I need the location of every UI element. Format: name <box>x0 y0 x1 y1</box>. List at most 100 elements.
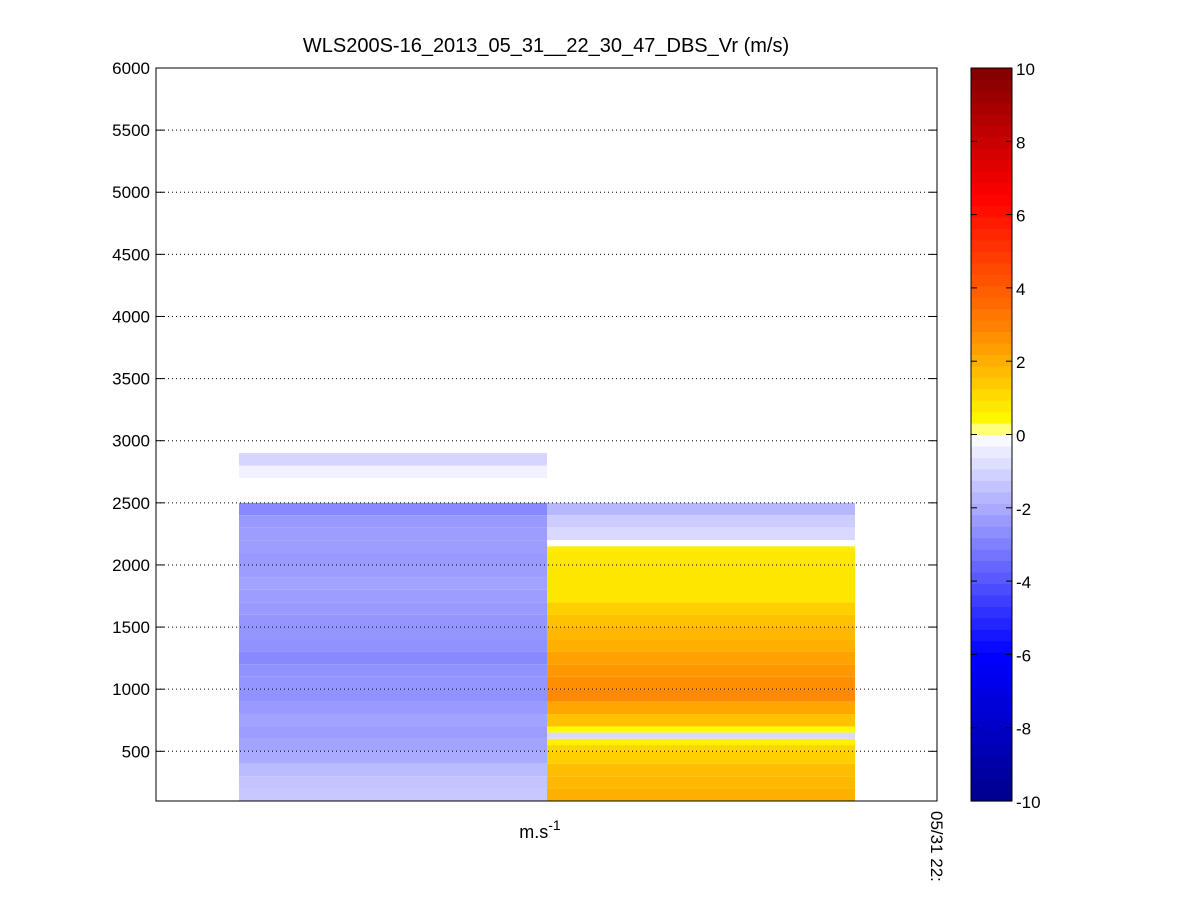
colorbar-swatch <box>971 342 1012 355</box>
heatmap-cell <box>239 689 547 702</box>
colorbar-swatch <box>971 377 1012 390</box>
y-tick-label: 1000 <box>112 680 150 699</box>
colorbar-swatch <box>971 526 1012 539</box>
heatmap-cell <box>239 726 547 739</box>
colorbar-swatch <box>971 468 1012 481</box>
colorbar-swatch <box>971 755 1012 768</box>
colorbar-swatch <box>971 308 1012 321</box>
colorbar-swatch <box>971 629 1012 642</box>
heatmap-cell <box>239 751 547 764</box>
colorbar-swatch <box>971 400 1012 413</box>
colorbar-tick-label: -8 <box>1016 720 1031 739</box>
heatmap-cell <box>547 689 855 702</box>
colorbar-swatch <box>971 79 1012 92</box>
colorbar-swatch <box>971 365 1012 378</box>
colorbar-swatch <box>971 617 1012 630</box>
heatmap-cell <box>239 577 547 590</box>
colorbar-swatch <box>971 560 1012 573</box>
heatmap-cell <box>239 515 547 528</box>
heatmap-cell <box>547 745 855 752</box>
heatmap-cell <box>547 527 855 541</box>
colorbar-swatch <box>971 663 1012 676</box>
colorbar-swatch <box>971 262 1012 275</box>
colorbar-swatch <box>971 686 1012 699</box>
colorbar-cells <box>971 68 1012 802</box>
y-axis-ticks: 500 1000 1500 2000 2500 3000 3500 4000 4500 5000 5… <box>112 59 937 761</box>
y-tick-label: 6000 <box>112 59 150 78</box>
heatmap-cell <box>239 714 547 727</box>
y-tick-label: 3000 <box>112 432 150 451</box>
colorbar-swatch <box>971 274 1012 287</box>
colorbar-swatch <box>971 136 1012 149</box>
colorbar-swatch <box>971 354 1012 367</box>
colorbar-swatch <box>971 182 1012 195</box>
heatmap-cell <box>547 788 855 801</box>
colorbar-swatch <box>971 766 1012 779</box>
colorbar-tick-label: -6 <box>1016 646 1031 665</box>
colorbar-tick-label: 0 <box>1016 427 1025 446</box>
colorbar-swatch <box>971 434 1012 447</box>
colorbar-swatch <box>971 319 1012 333</box>
colorbar-tick-label: -2 <box>1016 500 1031 519</box>
colorbar-swatch <box>971 90 1012 103</box>
colorbar-swatch <box>971 239 1012 252</box>
heatmap-cell <box>239 627 547 640</box>
colorbar-swatch <box>971 697 1012 710</box>
heatmap-cell <box>547 714 855 727</box>
heatmap-cell <box>547 639 855 652</box>
colorbar-tick-label: 4 <box>1016 280 1025 299</box>
colorbar-swatch <box>971 583 1012 596</box>
colorbar-swatch <box>971 216 1012 229</box>
heatmap-cell <box>547 552 855 603</box>
heatmap-cell <box>239 453 547 466</box>
heatmap-cell <box>547 627 855 640</box>
x-axis-label-exponent: -1 <box>548 817 561 833</box>
colorbar-swatch <box>971 228 1012 241</box>
colorbar-swatch <box>971 297 1012 310</box>
heatmap-cell <box>547 701 855 715</box>
colorbar-swatch <box>971 491 1012 504</box>
heatmap-cell <box>239 465 547 478</box>
colorbar-swatch <box>971 113 1012 126</box>
heatmap-cell <box>239 651 547 665</box>
heatmap-cell <box>547 614 855 628</box>
heatmap-cell <box>239 614 547 628</box>
heatmap-cell <box>239 776 547 789</box>
colorbar-swatch <box>971 423 1012 436</box>
y-tick-label: 2000 <box>112 556 150 575</box>
heatmap-cell <box>547 664 855 677</box>
colorbar-swatch <box>971 606 1012 619</box>
heatmap-cell <box>547 763 855 777</box>
heatmap-cell <box>547 676 855 690</box>
y-tick-label: 5500 <box>112 121 150 140</box>
heatmap-cell <box>547 602 855 615</box>
heatmap-cell <box>547 732 855 739</box>
colorbar-swatch <box>971 675 1012 688</box>
heatmap-cell <box>239 502 547 516</box>
heatmap-cell <box>239 701 547 715</box>
heatmap-cell <box>547 651 855 665</box>
colorbar-tick-label: 6 <box>1016 207 1025 226</box>
colorbar-swatch <box>971 159 1012 172</box>
heatmap-cell <box>547 502 855 516</box>
y-tick-label: 4000 <box>112 307 150 326</box>
colorbar-swatch <box>971 537 1012 550</box>
colorbar-swatch <box>971 205 1012 218</box>
heatmap-cell <box>239 552 547 565</box>
x-axis-ticks: 05/31 22: <box>927 811 946 882</box>
colorbar-swatch <box>971 411 1012 424</box>
heatmap-cell <box>547 776 855 789</box>
chart-title: WLS200S-16_2013_05_31__22_30_47_DBS_Vr (… <box>303 35 789 57</box>
colorbar-swatch <box>971 732 1012 745</box>
colorbar-swatch <box>971 640 1012 653</box>
colorbar-swatch <box>971 102 1012 115</box>
colorbar-swatch <box>971 285 1012 298</box>
y-tick-label: 3500 <box>112 370 150 389</box>
x-tick-label: 05/31 22: <box>927 811 946 882</box>
colorbar-swatch <box>971 778 1012 791</box>
heatmap-cell <box>547 726 855 733</box>
colorbar-swatch <box>971 251 1012 264</box>
heatmap-cell <box>239 589 547 603</box>
heatmap-cell <box>547 546 855 553</box>
